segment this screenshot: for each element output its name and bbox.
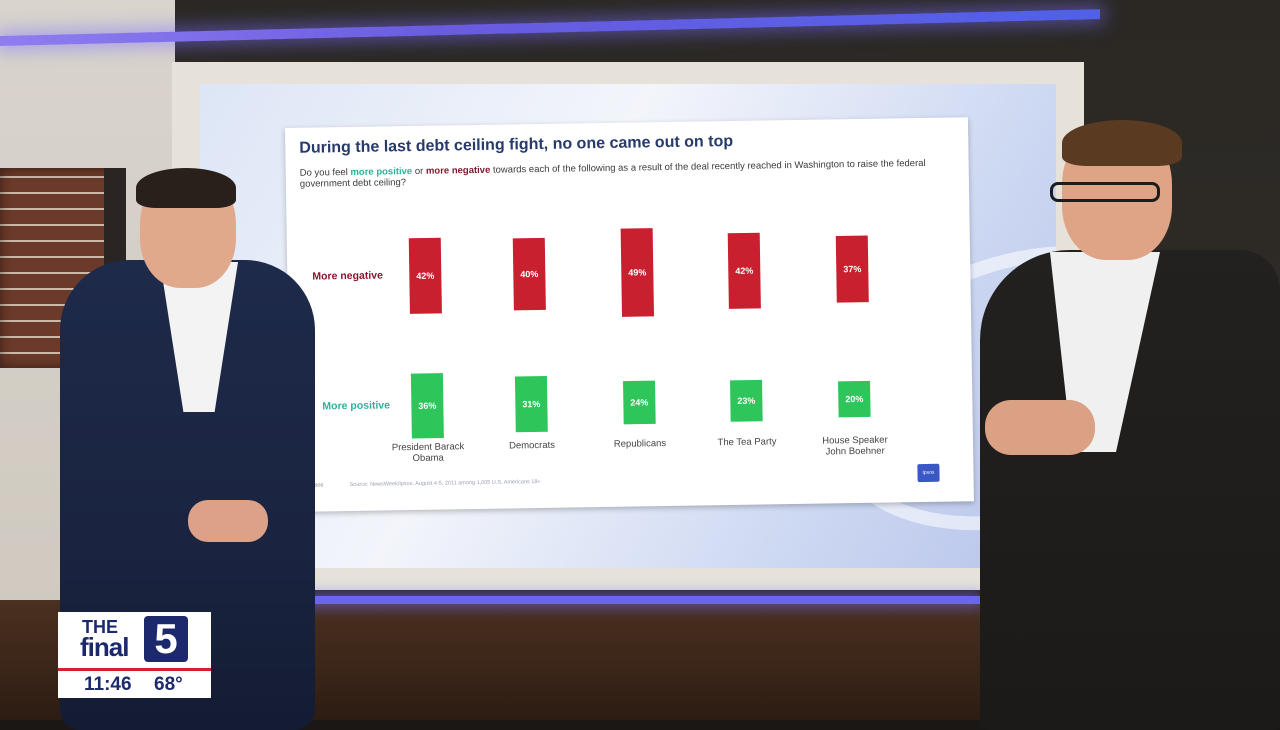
category-label-3: The Tea Party xyxy=(717,436,777,449)
bar-negative-4 xyxy=(835,235,869,303)
presenter-right-hands xyxy=(985,400,1095,455)
bar-negative-0 xyxy=(408,237,442,314)
chart-slide: During the last debt ceiling fight, no o… xyxy=(285,117,974,512)
presenter-left-hair xyxy=(136,168,236,208)
bar-chart: 42% 40% 49% 42% 37% 36% 31% 24% 23% 20% xyxy=(408,228,871,439)
bug-info-panel xyxy=(58,671,211,698)
bug-final: final xyxy=(80,632,129,662)
bar-positive-4 xyxy=(838,380,871,418)
presenter-left-hands xyxy=(188,500,268,542)
bar-positive-3 xyxy=(730,379,763,422)
bug-temperature: 68° xyxy=(154,674,183,695)
bar-label-negative-1: 40% xyxy=(520,269,538,279)
bar-label-positive-0: 36% xyxy=(418,401,436,411)
bar-label-negative-0: 42% xyxy=(416,271,434,281)
bar-negative-1 xyxy=(512,237,546,311)
bar-label-negative-2: 49% xyxy=(628,267,646,277)
bar-label-negative-3: 42% xyxy=(735,266,753,276)
bar-label-positive-4: 20% xyxy=(845,394,863,404)
category-label-1: Democrats xyxy=(508,439,556,452)
bar-positive-0 xyxy=(410,373,444,439)
bar-negative-2 xyxy=(620,228,655,317)
bar-positive-2 xyxy=(623,380,656,425)
bar-label-negative-4: 37% xyxy=(843,264,861,274)
glasses-icon xyxy=(1050,182,1160,202)
category-label-0: President Barack Obama xyxy=(391,441,465,465)
bar-negative-3 xyxy=(727,232,761,309)
bar-label-positive-3: 23% xyxy=(737,396,755,406)
station-bug: THE final 5 11:46 68° xyxy=(58,612,211,698)
bar-label-positive-2: 24% xyxy=(630,397,648,407)
category-label-2: Republicans xyxy=(613,438,667,450)
category-label-4: House Speaker John Boehner xyxy=(822,434,888,458)
bug-red-divider xyxy=(58,668,211,671)
light-strip-bottom xyxy=(150,596,980,604)
bar-label-positive-1: 31% xyxy=(522,399,540,409)
ipsos-logo: Ipsos xyxy=(917,463,940,483)
bar-positive-1 xyxy=(514,376,548,433)
channel-5-icon: 5 xyxy=(144,616,188,662)
bug-the: THE xyxy=(82,617,118,637)
presenter-right-hair xyxy=(1062,120,1182,166)
bug-time: 11:46 xyxy=(84,674,132,695)
